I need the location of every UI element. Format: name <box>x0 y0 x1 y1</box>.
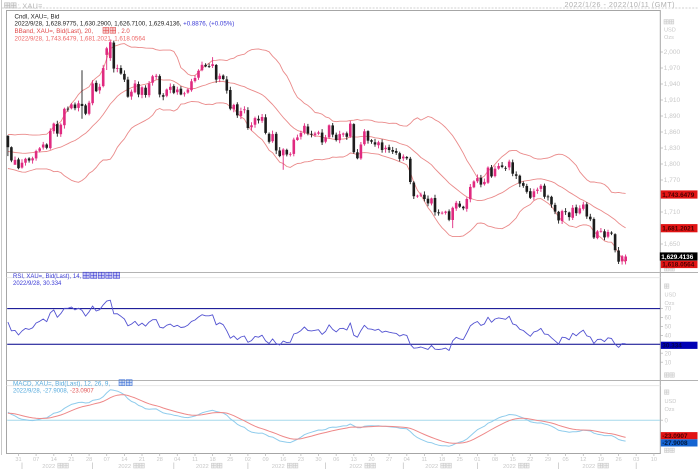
svg-text:2022/1/26 - 2022/10/11 (GMT): 2022/1/26 - 2022/10/11 (GMT) <box>565 0 676 9</box>
svg-text:2022: 2022 <box>425 464 438 470</box>
svg-text:2022: 2022 <box>272 464 285 470</box>
svg-text:2022/9/28, 1,743.6479, 1,681.2: 2022/9/28, 1,743.6479, 1,681.2021, 1,618… <box>15 35 146 42</box>
svg-text:05: 05 <box>562 457 568 463</box>
svg-text:27: 27 <box>386 457 392 463</box>
svg-text:2022: 2022 <box>42 464 55 470</box>
svg-text:2022/9/28, 30.334: 2022/9/28, 30.334 <box>13 281 62 287</box>
svg-text:08: 08 <box>492 457 498 463</box>
svg-text:Ozs: Ozs <box>665 301 675 307</box>
svg-text:04: 04 <box>404 457 410 463</box>
svg-text:2022/9/28, 1,628.9775, 1,630.2: 2022/9/28, 1,628.9775, 1,630.2900, 1,626… <box>15 21 235 28</box>
svg-text:1,910: 1,910 <box>664 97 681 104</box>
svg-text:USD: USD <box>665 293 677 299</box>
svg-text:Cndl, XAU=, Bid: Cndl, XAU=, Bid <box>15 13 60 20</box>
svg-text:25: 25 <box>457 457 463 463</box>
svg-text:70: 70 <box>665 306 672 313</box>
svg-text:-23.0907: -23.0907 <box>662 433 688 440</box>
svg-text:2022: 2022 <box>118 464 131 470</box>
svg-text:1,710: 1,710 <box>664 209 681 216</box>
svg-text:26: 26 <box>615 457 621 463</box>
svg-text:60: 60 <box>665 315 672 322</box>
svg-text:01: 01 <box>474 457 480 463</box>
svg-text:1,650: 1,650 <box>664 241 681 248</box>
svg-text:BBand, XAU=, Bid(Last), 20,: BBand, XAU=, Bid(Last), 20, <box>15 28 94 35</box>
svg-text:18: 18 <box>209 457 215 463</box>
svg-text:07: 07 <box>104 457 110 463</box>
svg-text:07: 07 <box>33 457 39 463</box>
svg-text:Ozs: Ozs <box>665 407 675 413</box>
svg-text:Ozs: Ozs <box>664 35 674 41</box>
svg-text:06: 06 <box>333 457 339 463</box>
svg-text:1,940: 1,940 <box>664 81 681 88</box>
svg-text:0: 0 <box>665 417 669 424</box>
svg-text:23: 23 <box>298 457 304 463</box>
svg-text:1,618.0564: 1,618.0564 <box>662 262 694 269</box>
svg-text:20: 20 <box>368 457 374 463</box>
svg-text:50: 50 <box>665 324 672 331</box>
svg-text:20: 20 <box>665 350 672 357</box>
svg-text:21: 21 <box>68 457 74 463</box>
svg-text:2022: 2022 <box>582 464 595 470</box>
svg-text:40: 40 <box>665 333 672 340</box>
svg-text:13: 13 <box>351 457 357 463</box>
svg-text:30: 30 <box>315 457 321 463</box>
svg-text:, 2.0: , 2.0 <box>118 29 130 35</box>
svg-text:2022/9/28, -27.9008, -23.0907: 2022/9/28, -27.9008, -23.0907 <box>13 389 94 395</box>
svg-text:1,800: 1,800 <box>664 161 681 168</box>
svg-text:1,860: 1,860 <box>664 129 681 136</box>
svg-text:10: 10 <box>651 457 657 463</box>
svg-text:04: 04 <box>174 457 180 463</box>
svg-text:16: 16 <box>280 457 286 463</box>
svg-text:22: 22 <box>527 457 533 463</box>
svg-text:USD: USD <box>664 27 676 33</box>
svg-text:02: 02 <box>245 457 251 463</box>
svg-text:28: 28 <box>157 457 163 463</box>
svg-text:2022: 2022 <box>196 464 209 470</box>
svg-text:25: 25 <box>227 457 233 463</box>
svg-text:: XAU=: : XAU= <box>18 1 43 10</box>
svg-text:12: 12 <box>580 457 586 463</box>
svg-text:1,681.2021: 1,681.2021 <box>662 226 694 233</box>
svg-text:28: 28 <box>86 457 92 463</box>
svg-text:14: 14 <box>121 457 127 463</box>
svg-text:-27.9008: -27.9008 <box>662 440 688 447</box>
svg-text:2,000: 2,000 <box>664 49 681 56</box>
svg-text:11: 11 <box>192 457 198 463</box>
svg-text:MACD, XAU=, Bid(Last), 12, 26,: MACD, XAU=, Bid(Last), 12, 26, 9, <box>13 380 110 387</box>
svg-text:1,629.4136: 1,629.4136 <box>661 254 693 261</box>
svg-text:1,743.6479: 1,743.6479 <box>662 192 694 199</box>
svg-text:15: 15 <box>510 457 516 463</box>
svg-text:1,830: 1,830 <box>664 145 681 152</box>
svg-text:18: 18 <box>439 457 445 463</box>
svg-text:19: 19 <box>598 457 604 463</box>
svg-text:30.334: 30.334 <box>662 343 682 350</box>
svg-text:1,970: 1,970 <box>664 65 681 72</box>
svg-text:2022: 2022 <box>349 464 362 470</box>
svg-text:USD: USD <box>665 399 677 405</box>
svg-text:1,890: 1,890 <box>664 113 681 120</box>
svg-text:03: 03 <box>633 457 639 463</box>
svg-text:09: 09 <box>262 457 268 463</box>
svg-text:14: 14 <box>51 457 57 463</box>
svg-text:29: 29 <box>545 457 551 463</box>
svg-text:RSI, XAU=, Bid(Last), 14,: RSI, XAU=, Bid(Last), 14, <box>13 274 82 280</box>
svg-text:1,770: 1,770 <box>664 177 681 184</box>
svg-text:10: 10 <box>665 359 672 366</box>
svg-text:2022: 2022 <box>503 464 516 470</box>
svg-text:11: 11 <box>421 457 427 463</box>
svg-text:21: 21 <box>139 457 145 463</box>
svg-text:31: 31 <box>15 457 21 463</box>
